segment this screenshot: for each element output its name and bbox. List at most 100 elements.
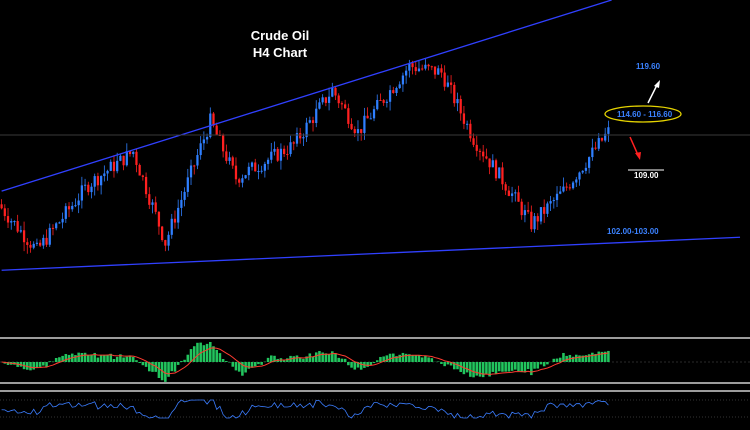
candle-body: [109, 161, 112, 171]
candle-body: [122, 155, 125, 166]
candle-body: [58, 222, 61, 224]
candle-body: [385, 101, 388, 103]
candle-body: [215, 125, 218, 136]
candle-body: [510, 193, 514, 196]
candle-body: [10, 221, 13, 223]
candle-body: [161, 226, 164, 241]
candle-body: [231, 157, 234, 166]
candle-body: [234, 165, 238, 180]
candle-body: [552, 200, 555, 202]
candle-body: [132, 151, 135, 155]
candle-body: [22, 230, 26, 243]
arrow-up-icon: [647, 80, 660, 104]
candle-body: [543, 207, 546, 214]
candle-body: [501, 167, 504, 185]
candle-body: [588, 157, 591, 168]
candle-body: [536, 216, 539, 222]
candle-body: [183, 191, 186, 200]
candle-body: [283, 148, 286, 155]
candle-body: [125, 151, 128, 166]
candle-body: [469, 123, 472, 139]
candle-body: [398, 84, 401, 89]
candle-body: [401, 75, 405, 85]
candle-body: [449, 82, 453, 85]
candle-body: [154, 202, 157, 212]
candle-body: [437, 68, 440, 75]
candle-body: [295, 133, 299, 144]
signal-line: [1, 347, 609, 376]
target-down-label: 109.00: [634, 171, 659, 180]
candle-body: [318, 102, 321, 109]
candle-body: [546, 203, 549, 214]
candle-body: [517, 192, 520, 202]
candle-body: [591, 147, 594, 158]
candle-body: [144, 176, 148, 195]
oscillator-line: [1, 399, 609, 419]
candle-body: [372, 109, 376, 119]
candle-body: [83, 184, 87, 186]
candle-body: [350, 123, 353, 130]
candle-body: [446, 82, 449, 87]
candle-body: [180, 199, 183, 208]
target-up-label: 119.60: [636, 62, 661, 71]
candle-body: [488, 158, 491, 168]
candle-body: [90, 186, 93, 193]
candle-body: [581, 170, 584, 173]
candle-body: [594, 147, 597, 149]
candle-body: [408, 63, 411, 71]
candle-body: [302, 137, 305, 139]
candle-body: [32, 243, 35, 248]
candle-body: [241, 178, 244, 183]
candle-body: [414, 67, 417, 72]
candle-body: [369, 118, 372, 120]
candle-body: [116, 160, 119, 172]
candle-body: [331, 87, 334, 97]
candle-body: [321, 97, 324, 103]
candle-body: [379, 100, 382, 102]
candle-body: [135, 151, 138, 165]
candle-body: [555, 193, 559, 201]
candle-body: [151, 202, 154, 205]
candle-body: [19, 230, 22, 232]
candle-body: [366, 115, 369, 119]
candle-body: [478, 150, 482, 152]
candle-body: [238, 179, 241, 183]
candle-body: [604, 133, 607, 141]
candle-body: [260, 170, 263, 172]
candle-body: [74, 205, 77, 207]
candle-body: [247, 166, 250, 176]
candle-body: [360, 129, 363, 133]
candle-body: [67, 206, 71, 210]
candle-body: [459, 99, 462, 114]
candle-body: [13, 221, 16, 223]
candle-body: [128, 151, 132, 155]
candle-body: [254, 162, 257, 172]
candle-body: [571, 182, 575, 189]
candle-body: [482, 151, 485, 157]
candle-body: [202, 139, 205, 144]
trendline-upper: [1, 0, 612, 192]
support-zone-label: 102.00-103.00: [607, 227, 659, 236]
candle-body: [250, 162, 254, 167]
candle-body: [315, 108, 318, 123]
candle-body: [119, 155, 122, 161]
candle-body: [395, 88, 398, 94]
candle-body: [292, 142, 295, 144]
candle-body: [411, 63, 414, 68]
candle-body: [177, 207, 180, 223]
candle-body: [472, 138, 475, 145]
candle-body: [196, 155, 199, 166]
candle-body: [289, 142, 292, 155]
candle-body: [388, 90, 392, 102]
candle-body: [549, 201, 552, 204]
candle-body: [424, 64, 427, 69]
candle-body: [417, 68, 421, 72]
candle-body: [193, 165, 196, 167]
candle-body: [218, 135, 222, 137]
candle-body: [405, 70, 408, 76]
candle-body: [494, 160, 498, 179]
candle-body: [270, 151, 273, 160]
candle-body: [29, 244, 32, 248]
candle-body: [61, 218, 64, 223]
